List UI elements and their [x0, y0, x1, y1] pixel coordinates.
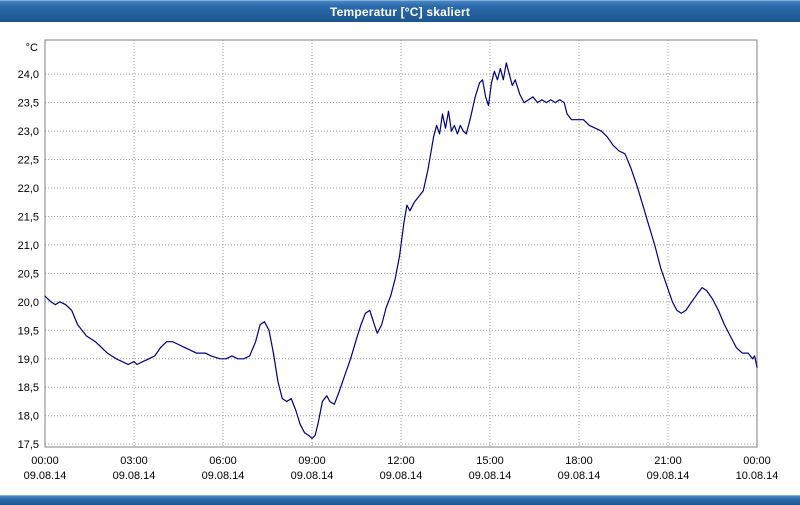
x-tick-time-label: 03:00: [120, 455, 148, 467]
y-tick-label: 18,0: [18, 411, 39, 423]
x-tick-date-label: 10.08.14: [736, 470, 779, 482]
y-tick-label: 17,5: [18, 439, 39, 451]
x-tick-date-label: 09.08.14: [647, 470, 690, 482]
y-tick-label: 22,5: [18, 155, 39, 167]
y-tick-label: 23,0: [18, 126, 39, 138]
temperature-series-line: [44, 62, 758, 440]
x-tick-date-label: 09.08.14: [202, 470, 245, 482]
y-axis-unit-label: °C: [26, 42, 38, 54]
x-tick-time-label: 21:00: [654, 455, 682, 467]
y-tick-label: 19,5: [18, 325, 39, 337]
y-tick-label: 20,5: [18, 268, 39, 280]
x-tick-time-label: 15:00: [476, 455, 504, 467]
x-tick-time-label: 00:00: [31, 455, 59, 467]
x-tick-date-label: 09.08.14: [113, 470, 156, 482]
footer-bar: [0, 495, 800, 505]
x-tick-date-label: 09.08.14: [380, 470, 423, 482]
y-tick-label: 18,5: [18, 382, 39, 394]
x-tick-time-label: 09:00: [298, 455, 326, 467]
y-tick-label: 20,0: [18, 297, 39, 309]
y-tick-label: 21,5: [18, 211, 39, 223]
y-tick-label: 19,0: [18, 354, 39, 366]
x-tick-time-label: 06:00: [209, 455, 237, 467]
y-tick-label: 21,0: [18, 240, 39, 252]
title-bar: Temperatur [°C] skaliert: [0, 0, 800, 22]
plot-border: [44, 39, 758, 448]
x-tick-time-label: 12:00: [387, 455, 415, 467]
x-tick-time-label: 00:00: [743, 455, 771, 467]
x-tick-date-label: 09.08.14: [291, 470, 334, 482]
x-tick-time-label: 18:00: [565, 455, 593, 467]
y-tick-label: 23,5: [18, 98, 39, 110]
y-tick-label: 24,0: [18, 69, 39, 81]
chart-area: 24,0 23,5 23,0 22,5 22,0 21,5 21,0 20,5 20,0 19,5…: [0, 22, 800, 495]
temperature-line-chart: 24,0 23,5 23,0 22,5 22,0 21,5 21,0 20,5 20,0 19,5…: [18, 39, 779, 482]
chart-title: Temperatur [°C] skaliert: [329, 4, 471, 19]
x-tick-date-label: 09.08.14: [558, 470, 601, 482]
y-tick-label: 22,0: [18, 183, 39, 195]
x-tick-date-label: 09.08.14: [24, 470, 67, 482]
x-tick-date-label: 09.08.14: [469, 470, 512, 482]
